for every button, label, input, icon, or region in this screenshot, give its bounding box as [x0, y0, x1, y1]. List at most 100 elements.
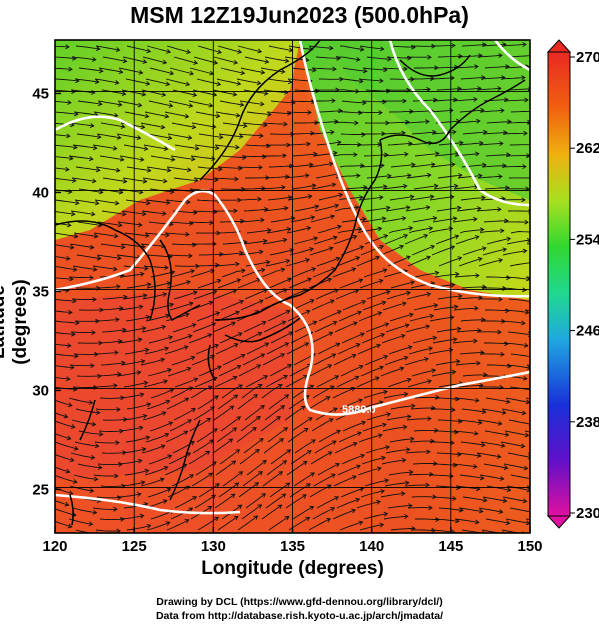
streamline-arrow [522, 498, 528, 504]
streamline-arrow [71, 178, 77, 183]
streamline [77, 221, 102, 226]
streamline [217, 278, 241, 289]
streamline [212, 438, 233, 454]
streamline [266, 460, 287, 476]
streamline-arrow [146, 282, 152, 288]
streamline-arrow [402, 424, 408, 430]
streamline-arrow [169, 221, 174, 227]
streamline-arrow [482, 497, 488, 503]
streamline-arrow [426, 255, 431, 261]
streamline [55, 211, 75, 215]
streamline-arrow [282, 460, 288, 465]
streamline-arrow [450, 245, 456, 250]
streamline [408, 227, 433, 234]
streamline-arrow [116, 255, 122, 261]
streamline [510, 353, 530, 358]
streamline-arrow [257, 196, 262, 202]
streamline-arrow [526, 487, 530, 493]
streamline-arrow [305, 173, 310, 179]
streamline-arrow [166, 167, 172, 173]
streamline-arrow [121, 360, 126, 366]
streamline [94, 318, 119, 322]
streamline [386, 174, 411, 179]
streamline-arrow [332, 66, 337, 72]
streamline [506, 121, 530, 124]
streamline-arrow [210, 354, 215, 360]
streamline-arrow [335, 256, 341, 262]
streamline [165, 78, 190, 86]
streamline [118, 426, 143, 432]
streamline-arrow [95, 410, 101, 416]
streamline [363, 390, 388, 399]
streamline [100, 362, 125, 366]
streamline-arrow [336, 140, 342, 145]
streamline-arrow [526, 365, 530, 371]
streamline [384, 121, 410, 124]
streamline-arrow [456, 326, 462, 332]
streamline [316, 375, 339, 388]
streamline-arrow [194, 145, 200, 151]
streamline [311, 418, 334, 432]
streamline [433, 430, 459, 433]
streamline [483, 463, 508, 469]
streamline-arrow [193, 60, 199, 65]
streamline-arrow [122, 178, 128, 184]
streamline-arrow [380, 163, 385, 169]
streamline-arrow [362, 68, 368, 74]
streamline [143, 380, 168, 388]
streamline [366, 290, 390, 300]
streamline-arrow [379, 195, 384, 200]
streamline [170, 507, 193, 520]
streamline-arrow [307, 277, 312, 283]
streamline [485, 309, 510, 312]
streamline [317, 110, 343, 113]
streamline-arrow [498, 53, 503, 58]
streamline [436, 452, 461, 456]
streamline [383, 515, 408, 520]
streamline-arrow [277, 384, 283, 389]
streamline-arrow [383, 184, 388, 190]
streamline-arrow [330, 214, 336, 220]
streamline [452, 98, 477, 102]
streamline [358, 312, 382, 322]
streamline-arrow [425, 324, 431, 330]
streamline [70, 452, 95, 459]
streamline [241, 187, 266, 190]
streamline-arrow [140, 480, 146, 486]
streamline-arrow [327, 277, 333, 283]
streamline [286, 461, 308, 476]
streamline [270, 331, 293, 344]
streamline-arrow [163, 379, 168, 384]
streamline-arrow [256, 80, 262, 86]
streamline [486, 237, 511, 245]
streamline-arrow [375, 376, 380, 381]
streamline-arrow [253, 394, 258, 399]
streamline [366, 175, 391, 179]
streamline [292, 506, 314, 520]
streamline-arrow [403, 355, 409, 361]
streamline [261, 268, 285, 278]
streamline [333, 121, 358, 124]
streamline [147, 133, 172, 139]
streamline [126, 403, 151, 410]
streamline-arrow [453, 304, 459, 310]
streamline-arrow [382, 99, 387, 105]
streamline [267, 78, 292, 83]
streamline-arrow [458, 53, 463, 59]
streamline [365, 323, 389, 333]
streamline-arrow [65, 255, 71, 261]
x-tick-label: 145 [438, 538, 463, 555]
streamline [55, 177, 76, 182]
streamline-arrow [498, 296, 503, 302]
streamline-arrow [186, 167, 192, 173]
streamline [73, 474, 98, 480]
streamline [142, 56, 167, 64]
streamline-arrow [282, 237, 288, 243]
streamline-arrow [184, 312, 190, 318]
streamline-arrow [522, 248, 528, 254]
streamline-arrow [257, 504, 263, 509]
streamline-arrow [277, 504, 283, 509]
streamline-arrow [240, 353, 246, 359]
streamline [430, 441, 455, 444]
streamline [288, 164, 313, 168]
